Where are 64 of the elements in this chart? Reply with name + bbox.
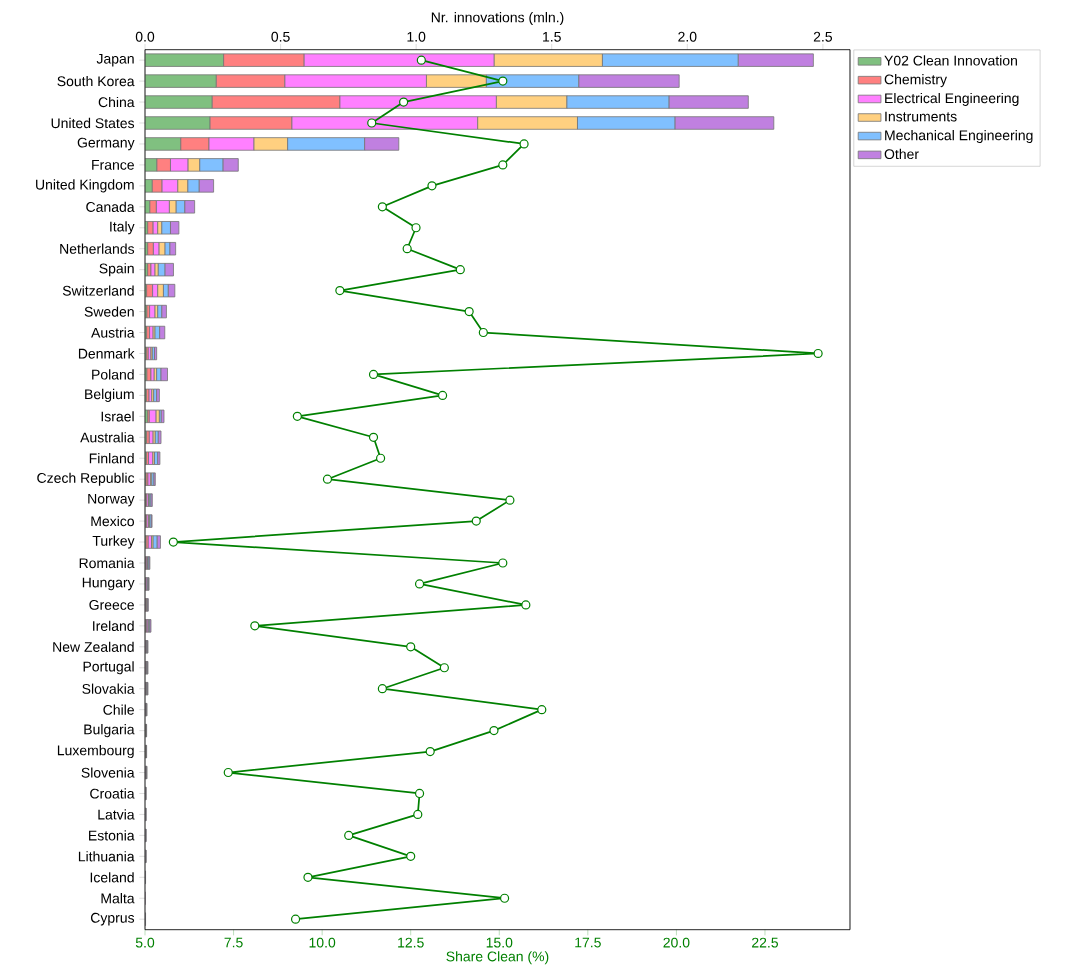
y-tick-label: Spain [99,263,134,277]
legend-label: Electrical Engineering [885,92,1019,106]
y-tick-label: Canada [86,201,135,212]
y-tick-label: Italy [110,221,135,235]
y-tick-label: Poland [92,369,134,380]
legend-label: Other [884,148,919,160]
x-tick-label: 5.0 [135,937,155,948]
y-tick-label: Portugal [83,661,134,675]
y-tick-label: Czech Republic [37,472,135,486]
x-axis-title: Share Clean (%) [446,951,549,965]
y-tick-label: Greece [89,599,134,610]
y-tick-label: Croatia [90,788,135,799]
y-tick-label: Slovenia [81,767,135,778]
y-tick-label: Mexico [91,515,135,527]
y-tick-label: Cyprus [90,912,135,926]
y-tick-label: China [98,96,135,108]
x-tick-label: 10.0 [309,937,336,948]
y-tick-label: Iceland [90,872,134,883]
y-tick-label: Finland [89,453,134,464]
y-tick-label: Netherlands [60,243,135,254]
legend-label: Y02 Clean Innovation [884,55,1017,66]
y-tick-label: Switzerland [62,285,134,296]
x-tick-label: 12.5 [398,937,424,948]
x2-tick-label: 1.0 [407,31,426,42]
x2-tick-label: 2.0 [678,31,697,42]
y-tick-label: Germany [77,137,135,151]
y-tick-label: Hungary [82,577,135,591]
y-tick-label: Australia [80,432,135,443]
y-tick-label: Ireland [93,620,134,632]
y-tick-label: New Zealand [53,641,134,652]
y-tick-label: Sweden [84,306,134,317]
y-tick-label: Latvia [98,809,135,820]
y-tick-label: France [92,160,134,170]
y-tick-label: Japan [96,53,134,67]
y-tick-label: Bulgaria [84,724,135,738]
y-tick-label: United States [51,117,135,129]
y-tick-label: South Korea [57,75,135,87]
legend-label: Instruments [885,111,957,122]
legend-label: Chemistry [884,74,947,88]
y-tick-label: Turkey [92,535,135,549]
y-tick-label: Denmark [78,348,135,359]
y-tick-label: Lithuania [78,851,135,862]
y-tick-label: Estonia [89,830,135,841]
y-tick-label: Slovakia [82,683,135,694]
x2-tick-label: 1.5 [543,31,561,42]
y-tick-label: Romania [79,557,135,569]
x-tick-label: 20.0 [663,937,690,948]
y-tick-label: Chile [103,704,134,715]
y-tick-label: Austria [91,327,135,338]
y-tick-label: Luxembourg [57,745,134,759]
y-tick-label: Belgium [85,388,134,402]
x2-tick-label: 0.5 [271,31,290,42]
legend-label: Mechanical Engineering [885,130,1033,144]
x-tick-label: 22.5 [752,937,778,948]
x2-tick-label: 2.5 [813,31,833,42]
x2-axis-title: Nr. innovations (mln.) [431,12,564,26]
y-tick-label: United Kingdom [36,179,134,193]
x-tick-label: 17.5 [575,937,601,948]
y-tick-label: Israel [101,411,134,422]
y-tick-label: Norway [88,493,135,507]
x-tick-label: 15.0 [486,937,513,948]
x-tick-label: 7.5 [224,937,243,948]
x2-tick-label: 0.0 [135,31,155,42]
y-tick-label: Malta [101,893,135,904]
